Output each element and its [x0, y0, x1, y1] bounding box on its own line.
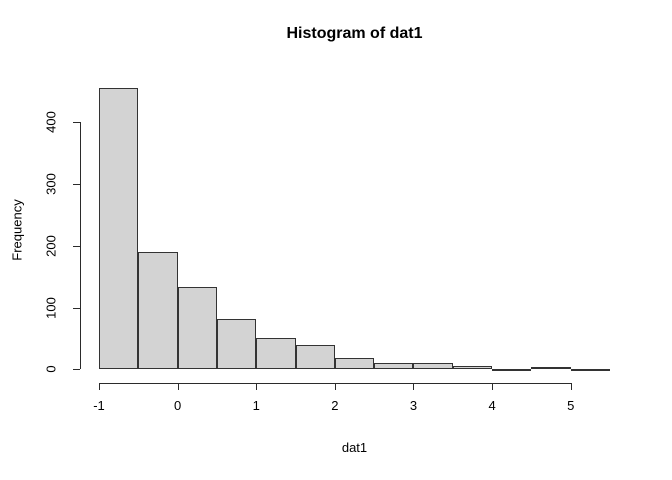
y-tick-label: 100	[43, 296, 59, 319]
y-axis-line	[80, 122, 81, 370]
histogram-bar	[413, 363, 453, 370]
histogram-bar	[216, 319, 257, 370]
histogram-bar	[492, 368, 532, 371]
x-axis-tick	[256, 383, 258, 390]
x-axis-label: dat1	[341, 440, 368, 455]
y-tick-label: 0	[43, 365, 59, 373]
y-tick-label: 400	[43, 111, 59, 134]
y-axis-label: Frequency	[9, 199, 25, 261]
x-tick-label: 5	[567, 398, 575, 413]
histogram-bar	[99, 88, 139, 370]
histogram-bar	[256, 338, 296, 370]
y-axis-tick	[73, 122, 80, 124]
x-tick-label: 3	[409, 398, 418, 413]
x-tick-label: 2	[331, 398, 339, 413]
x-axis-tick	[177, 383, 179, 390]
x-axis-tick	[334, 383, 336, 390]
histogram-bar	[295, 345, 335, 370]
histogram-bar	[531, 366, 571, 370]
y-tick-label: 300	[43, 173, 59, 195]
histogram-bar	[452, 365, 493, 370]
chart-title: Histogram of dat1	[286, 25, 423, 42]
x-axis-tick	[570, 383, 572, 390]
x-tick-label: 4	[488, 398, 496, 413]
x-tick-label: 0	[173, 398, 182, 413]
x-axis-tick	[99, 383, 100, 390]
histogram-bar	[334, 357, 375, 370]
y-axis-tick	[73, 245, 80, 247]
x-axis-tick	[492, 383, 494, 390]
x-tick-label: 1	[252, 398, 260, 413]
histogram-bar	[374, 363, 414, 370]
y-axis-tick	[73, 307, 80, 309]
y-tick-label: 200	[43, 234, 59, 257]
histogram-bar	[138, 251, 178, 370]
x-axis-tick	[413, 383, 415, 390]
histogram-bar	[177, 287, 217, 370]
histogram-bar	[570, 368, 611, 371]
y-axis-tick	[73, 184, 80, 186]
x-tick-label: -1	[93, 398, 105, 413]
y-axis-tick	[73, 369, 80, 371]
